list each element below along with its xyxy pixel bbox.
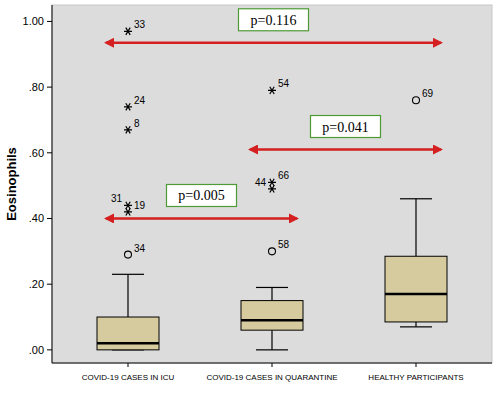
- outlier-label: 8: [134, 118, 140, 129]
- x-tick-label: COVID-19 CASES IN QUARANTINE: [206, 373, 337, 382]
- box-group: [97, 274, 159, 350]
- outlier-circle: [125, 251, 132, 258]
- outlier-label: 34: [134, 243, 146, 254]
- y-tick-label: .60: [29, 147, 44, 159]
- marks: [97, 28, 447, 350]
- lower-cap: [256, 349, 288, 350]
- outlier-star: [124, 28, 132, 35]
- outlier-label: 66: [278, 170, 290, 181]
- outlier-circle: [413, 97, 420, 104]
- y-axis-title: Eosinophils: [4, 147, 19, 221]
- y-tick: [47, 21, 52, 22]
- outlier-star: [124, 208, 132, 215]
- median: [97, 342, 159, 345]
- upper-cap: [112, 274, 144, 275]
- p-value-box: [311, 116, 381, 138]
- p-value-text: p=0.116: [251, 13, 297, 28]
- y-tick: [47, 284, 52, 285]
- outlier-label: 54: [278, 78, 290, 89]
- upper-cap: [256, 287, 288, 288]
- lower-whisker: [271, 330, 272, 350]
- x-tick: [128, 363, 129, 367]
- outlier-circle: [269, 248, 276, 255]
- y-tick: [47, 87, 52, 88]
- outlier-star: [124, 103, 132, 110]
- outlier-label: 44: [255, 177, 267, 188]
- lower-cap: [400, 326, 432, 327]
- y-tick-label: 1.00: [23, 15, 44, 27]
- comparison-arrow: [106, 217, 297, 220]
- box-group: [241, 287, 303, 349]
- comparison-arrow: [250, 148, 441, 151]
- box: [97, 317, 159, 350]
- outlier-label: 31: [111, 193, 123, 204]
- x-tick-label: HEALTHY PARTICIPANTS: [368, 373, 463, 382]
- p-value-box: [167, 184, 237, 206]
- y-tick-label: .80: [29, 81, 44, 93]
- box: [385, 256, 447, 322]
- outlier-star: [268, 179, 276, 186]
- outlier-label: 69: [422, 88, 434, 99]
- page: {"chart_data": {"type": "box", "y_label"…: [0, 0, 500, 393]
- y-tick: [47, 349, 52, 350]
- upper-whisker: [415, 199, 416, 256]
- outlier-star: [124, 202, 132, 209]
- x-tick: [272, 363, 273, 367]
- outlier-star: [124, 126, 132, 133]
- outlier-label: 58: [278, 239, 290, 250]
- box-group: [385, 199, 447, 327]
- outlier-label: 24: [134, 95, 146, 106]
- annotations: p=0.116 p=0.041 p=0.005: [106, 9, 441, 219]
- p-value-text: p=0.005: [178, 188, 224, 203]
- outlier-star: [268, 87, 276, 94]
- upper-cap: [400, 198, 432, 199]
- upper-whisker: [271, 287, 272, 300]
- y-tick-label: .40: [29, 212, 44, 224]
- median: [385, 293, 447, 296]
- box: [241, 301, 303, 331]
- lower-whisker: [415, 322, 416, 327]
- median: [241, 319, 303, 322]
- outlier-label: 33: [134, 19, 146, 30]
- p-value-text: p=0.041: [322, 120, 368, 135]
- comparison-arrow: [106, 42, 441, 45]
- p-value-box: [239, 9, 309, 31]
- y-tick: [47, 152, 52, 153]
- y-tick: [47, 218, 52, 219]
- chart: .00 .20 .40 .60 .80 1.00 Eosinophils COVID-19 C…: [0, 0, 500, 393]
- x-tick-label: COVID-19 CASES IN ICU: [82, 373, 175, 382]
- y-axis-line: [52, 5, 53, 363]
- outlier-label: 19: [134, 200, 146, 211]
- x-tick: [416, 363, 417, 367]
- upper-whisker: [127, 274, 128, 317]
- y-tick-label: .20: [29, 278, 44, 290]
- outlier-star: [268, 185, 276, 192]
- y-tick-label: .00: [29, 344, 44, 356]
- plot-background: [52, 5, 492, 363]
